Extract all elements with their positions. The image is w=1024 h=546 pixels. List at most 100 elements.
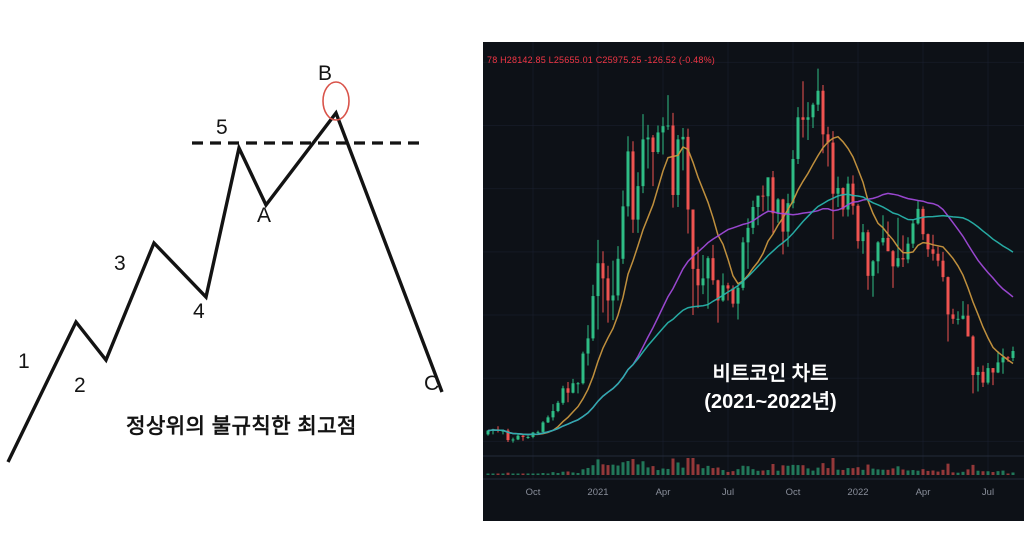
volume-bar [646, 467, 650, 475]
volume-bar [486, 473, 490, 475]
volume-bar [711, 468, 715, 475]
volume-bar [551, 472, 555, 475]
volume-bar [986, 471, 990, 475]
candle-body [676, 139, 680, 195]
volume-bar [961, 471, 965, 475]
candle-body [891, 251, 895, 267]
candle-body [841, 188, 845, 210]
volume-bar [866, 464, 870, 475]
wave-diagram-caption: 정상위의 불규칙한 최고점 [126, 415, 357, 438]
volume-bar [521, 473, 525, 475]
volume-bar [791, 464, 795, 475]
candle-body [776, 199, 780, 214]
candle-body [791, 158, 795, 204]
volume-bar [526, 473, 530, 475]
volume-bar [826, 468, 830, 475]
candle-body [486, 430, 490, 435]
candle-body [586, 338, 590, 354]
x-axis-label: Jul [722, 487, 734, 498]
bitcoin-chart-panel: Oct 2021 Apr Jul Oct 2022 Apr Jul 78 H28142.85 … [483, 42, 1024, 521]
candle-body [611, 295, 615, 301]
volume-bar [701, 468, 705, 475]
volume-bar [671, 458, 675, 475]
chart-overlay-title: 비트코인 차트 (2021~2022년) [638, 360, 903, 416]
volume-bar [871, 468, 875, 475]
candle-body [811, 104, 815, 118]
candle-body [606, 278, 610, 301]
wave-label-4: 4 [193, 300, 205, 323]
volume-bar [566, 471, 570, 475]
volume-bar [766, 470, 770, 475]
candle-body [596, 263, 600, 297]
candle-body [956, 318, 960, 320]
candle-body [911, 223, 915, 244]
volume-bar [611, 464, 615, 475]
candle-body [556, 402, 560, 412]
candle-body [691, 209, 695, 269]
volume-bar [531, 473, 535, 475]
volume-bar [996, 471, 1000, 475]
candle-body [851, 183, 855, 206]
volume-bar [831, 458, 835, 475]
volume-bar [741, 465, 745, 475]
volume-bar [616, 465, 620, 475]
candle-body [846, 183, 850, 210]
volume-bar [921, 469, 925, 475]
volume-bar [811, 470, 815, 475]
candle-body [796, 117, 800, 159]
wave-diagram-panel: 1 2 3 4 5 A B C 정상위의 불규칙한 최고점 [0, 0, 483, 546]
ma-line-MA45 [487, 193, 1014, 436]
candle-body [616, 258, 620, 296]
candle-body [831, 142, 835, 194]
volume-bar [906, 470, 910, 475]
candle-body [666, 125, 670, 127]
candle-body [1001, 357, 1005, 363]
volume-bar [1011, 472, 1015, 475]
candle-body [716, 280, 720, 301]
x-axis-label: 2021 [587, 487, 608, 498]
candle-body [526, 436, 530, 438]
candle-body [976, 371, 980, 376]
candle-body [981, 371, 985, 383]
candle-body [506, 430, 510, 441]
volume-bar [836, 469, 840, 475]
volume-bar [541, 473, 545, 475]
volume-bar [851, 468, 855, 475]
candle-body [516, 435, 520, 440]
volume-bar [606, 465, 610, 475]
volume-bar [601, 464, 605, 475]
volume-bar [801, 465, 805, 475]
candle-body [921, 208, 925, 235]
candle-body [971, 336, 975, 376]
volume-bar [501, 473, 505, 475]
volume-bar [676, 462, 680, 475]
elliott-wave-diagram: 1 2 3 4 5 A B C [6, 62, 444, 463]
candle-body [936, 253, 940, 261]
volume-bar [656, 470, 660, 475]
volume-bar [926, 470, 930, 475]
candle-body [771, 177, 775, 214]
x-axis-label: Oct [786, 487, 801, 498]
volume-bar [726, 471, 730, 475]
wave-label-3: 3 [114, 252, 126, 275]
volume-bar [496, 473, 500, 475]
candle-body [591, 296, 595, 339]
candle-body [756, 195, 760, 207]
candle-body [631, 151, 635, 220]
volume-bar [516, 473, 520, 475]
volume-bar [841, 469, 845, 475]
volume-bar [491, 473, 495, 475]
candle-body [1011, 351, 1015, 358]
candle-body [646, 137, 650, 140]
volume-bar [891, 468, 895, 475]
volume-bar [856, 467, 860, 475]
candle-body [541, 422, 545, 432]
candle-body [561, 388, 565, 403]
candle-body [521, 435, 525, 437]
volume-bar [781, 465, 785, 475]
volume-bar [561, 471, 565, 475]
candles [486, 68, 1015, 443]
volume-bar [631, 459, 635, 475]
volume-bar [971, 464, 975, 475]
